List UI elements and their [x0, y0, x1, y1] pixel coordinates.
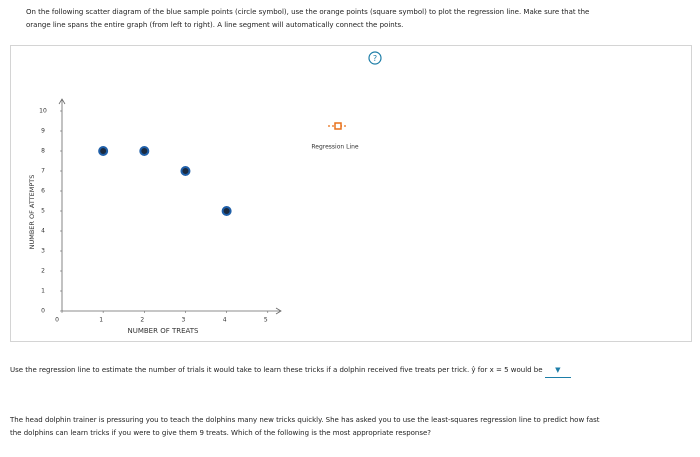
legend-label: Regression Line — [311, 144, 359, 151]
x-tick-label: 3 — [182, 317, 186, 324]
y-tick-label: 8 — [41, 148, 45, 155]
instructions: On the following scatter diagram of the … — [26, 8, 590, 29]
point — [139, 146, 150, 156]
y-tick-label: 1 — [41, 288, 45, 295]
question-1-text: Use the regression line to estimate the … — [10, 366, 543, 374]
y-tick-label: 2 — [41, 268, 45, 275]
x-tick-label: 4 — [223, 317, 227, 324]
question-2: The head dolphin trainer is pressuring y… — [10, 416, 600, 437]
y-tick-label: 7 — [41, 168, 45, 175]
help-button[interactable] — [368, 51, 382, 65]
point — [221, 206, 232, 216]
point — [180, 166, 191, 176]
y-tick-label: 9 — [41, 128, 45, 135]
y-tick-label: 6 — [41, 188, 45, 195]
point — [98, 146, 109, 156]
help-icon[interactable]: ? — [373, 54, 377, 63]
x-axis-arrow — [275, 307, 282, 315]
graph-panel — [10, 45, 692, 342]
legend-marker[interactable] — [334, 122, 342, 130]
question-1: Use the regression line to estimate the … — [10, 364, 610, 378]
x-axis-label: NUMBER OF TREATS — [127, 327, 199, 335]
x-tick-label: 1 — [99, 317, 103, 324]
y-tick-label: 3 — [41, 248, 45, 255]
y-tick-label: 5 — [41, 208, 45, 215]
y-axis-arrow — [58, 98, 66, 105]
answer-dropdown[interactable]: ▼ — [544, 364, 571, 378]
x-tick-label: 5 — [264, 317, 268, 324]
x-tick-label: 2 — [140, 317, 144, 324]
y-tick-label: 0 — [41, 308, 45, 315]
legend: Regression Line — [311, 122, 359, 151]
y-tick-label: 4 — [41, 228, 45, 235]
x-tick-label: 0 — [55, 317, 59, 324]
y-axis-label: NUMBER OF ATTEMPTS — [28, 175, 36, 250]
y-tick-label: 10 — [39, 108, 47, 115]
